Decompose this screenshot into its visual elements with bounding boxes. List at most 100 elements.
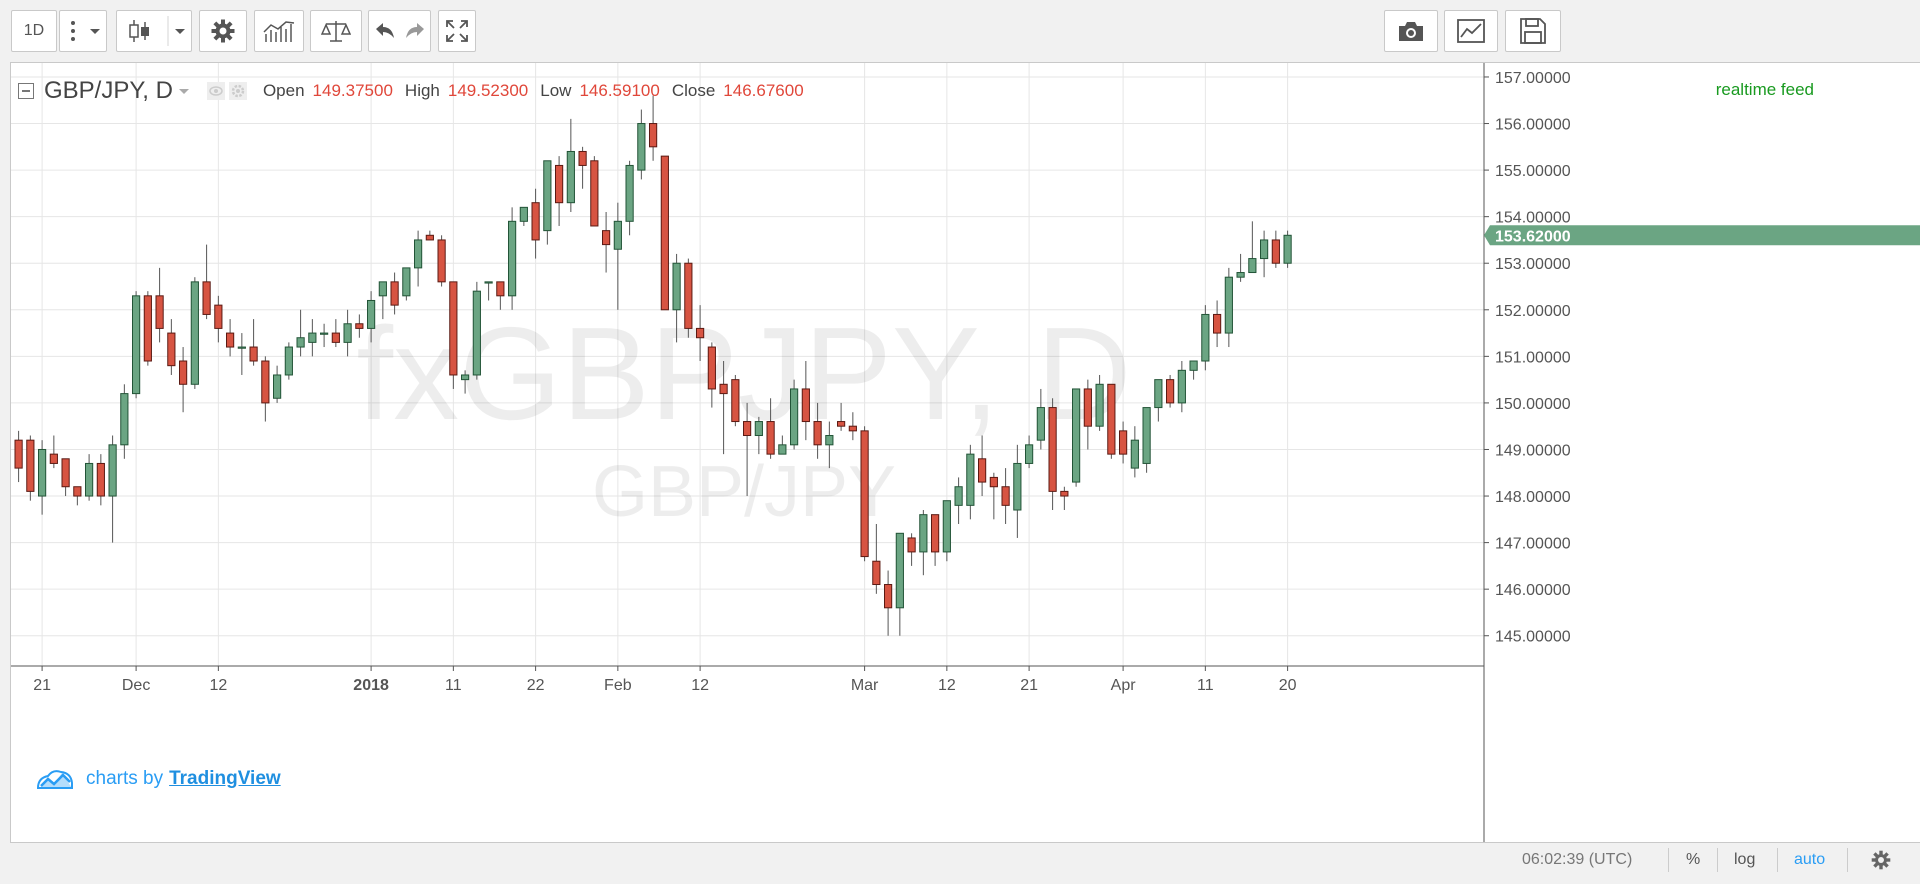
candle-down: [1048, 398, 1057, 511]
candle-down: [1271, 230, 1280, 268]
compare-icon: [321, 21, 351, 42]
candle-body: [1248, 258, 1257, 274]
candle-body: [1048, 407, 1057, 492]
candle-up: [1025, 435, 1034, 469]
candle-up: [754, 416, 763, 455]
time-tick-label: Apr: [1111, 677, 1137, 694]
candle-down: [261, 356, 270, 422]
auto-scale-toggle[interactable]: auto: [1794, 851, 1826, 868]
compare-button[interactable]: [310, 10, 362, 52]
collapse-icon[interactable]: [18, 83, 34, 99]
candle-body: [778, 444, 787, 455]
candle-up: [38, 440, 47, 515]
candle-down: [813, 402, 822, 459]
time-tick-label: 2018: [353, 677, 389, 694]
camera-icon: [1399, 22, 1423, 41]
percent-scale-toggle[interactable]: %: [1686, 851, 1701, 868]
candle-up: [461, 370, 470, 394]
candle-body: [343, 323, 352, 343]
candle-body: [155, 295, 164, 329]
candle-down: [649, 95, 658, 161]
time-axis[interactable]: 21 Dec 12 2018 11 22 Feb 12 Mar 12 21 Apr 11 20: [33, 666, 1297, 694]
candle-body: [308, 332, 317, 343]
candle-down: [884, 570, 893, 636]
candle-down: [449, 281, 458, 389]
candle-up: [1130, 426, 1139, 478]
gear-icon[interactable]: [1870, 849, 1892, 871]
chart-properties-button[interactable]: [1444, 10, 1498, 52]
candle-down: [766, 398, 775, 459]
price-tick-label: 150.00000: [1495, 396, 1571, 413]
candles: [14, 95, 1292, 636]
interval-button[interactable]: 1D: [11, 10, 57, 52]
candle-up: [919, 510, 928, 576]
candlestick-chart[interactable]: fxGBPJPY, D GBP/JPY 157.00000156.0000015…: [11, 63, 1920, 843]
candle-body: [625, 164, 634, 222]
candle-body: [378, 281, 387, 297]
candle-body: [1283, 234, 1292, 264]
gear-icon[interactable]: [228, 82, 247, 100]
candle-body: [989, 476, 998, 488]
toolbar: 1D: [0, 0, 1920, 62]
candle-body: [390, 281, 399, 306]
candle-up: [1189, 360, 1198, 380]
candle-body: [754, 421, 763, 437]
price-tick-label: 146.00000: [1495, 582, 1571, 599]
undo-icon[interactable]: [375, 23, 394, 38]
candle-up: [132, 291, 141, 399]
candle-body: [1072, 388, 1081, 483]
candle-body: [1236, 272, 1245, 278]
indicators-icon: [263, 21, 295, 42]
candle-up: [343, 309, 352, 357]
fullscreen-button[interactable]: [438, 10, 476, 52]
candle-down: [355, 314, 364, 338]
save-button[interactable]: [1505, 10, 1561, 52]
candle-body: [367, 299, 376, 329]
candle-up: [790, 379, 799, 450]
candle-body: [320, 332, 329, 335]
candle-body: [14, 439, 23, 469]
interval-menu-button[interactable]: [59, 10, 107, 52]
candle-body: [38, 448, 47, 497]
candle-up: [1177, 361, 1186, 413]
branding[interactable]: charts by TradingView: [36, 766, 281, 792]
chart-style-button[interactable]: [116, 10, 192, 52]
candle-body: [1189, 360, 1198, 371]
tradingview-link[interactable]: TradingView: [169, 768, 281, 789]
candle-down: [578, 146, 587, 189]
symbol-name[interactable]: GBP/JPY, D: [44, 77, 173, 104]
interval-label: 1D: [23, 22, 45, 39]
candle-up: [778, 435, 787, 455]
candle-body: [108, 444, 117, 497]
log-scale-toggle[interactable]: log: [1734, 851, 1756, 868]
chevron-down-icon[interactable]: [177, 86, 191, 96]
snapshot-button[interactable]: [1384, 10, 1438, 52]
watermark-pair: GBP/JPY: [592, 452, 896, 532]
candle-up: [472, 281, 481, 380]
candle-body: [907, 537, 916, 553]
candle-up: [613, 202, 622, 310]
candle-body: [1001, 486, 1010, 506]
candle-body: [237, 346, 246, 349]
time-tick-label: 12: [938, 677, 956, 694]
candle-body: [954, 486, 963, 506]
candle-body: [931, 514, 940, 553]
chart-pane[interactable]: fxGBPJPY, D GBP/JPY 157.00000 156.00000 15…: [10, 62, 1920, 843]
candle-down: [1213, 300, 1222, 348]
candle-down: [496, 281, 505, 310]
candle-body: [837, 421, 846, 427]
candle-down: [696, 305, 705, 362]
settings-button[interactable]: [199, 10, 247, 52]
candle-up: [1236, 253, 1245, 282]
candle-up: [966, 444, 975, 520]
price-axis[interactable]: 157.00000156.00000155.00000154.00000153.…: [1484, 70, 1571, 646]
series-legend: GBP/JPY, D Open 149.37500 High 149.52300…: [18, 77, 804, 105]
indicators-button[interactable]: [254, 10, 304, 52]
eye-icon[interactable]: [206, 82, 225, 100]
candle-body: [508, 220, 517, 297]
candle-up: [672, 253, 681, 343]
candle-body: [1213, 313, 1222, 334]
redo-icon[interactable]: [405, 23, 424, 38]
candle-down: [931, 514, 940, 566]
candle-body: [26, 439, 35, 492]
